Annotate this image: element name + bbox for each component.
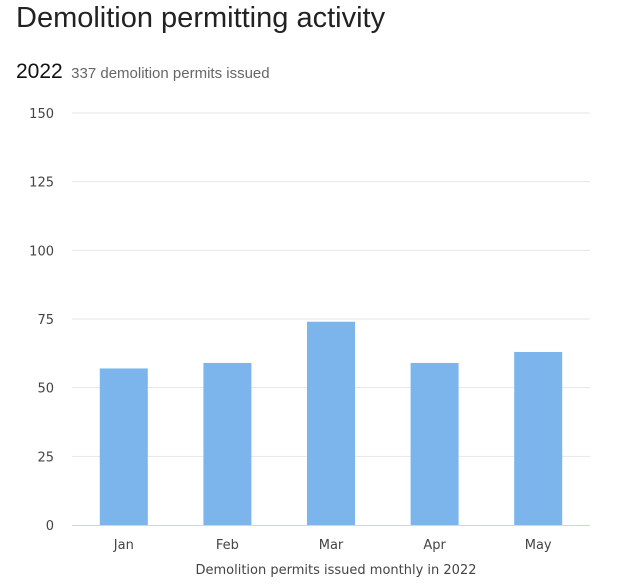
bars — [99, 321, 563, 525]
x-axis-ticks: Jan Feb Mar Apr May — [113, 538, 552, 553]
permit-count-summary: 337 demolition permits issued — [71, 65, 270, 82]
bar-may[interactable] — [514, 351, 563, 525]
x-tick-label: Feb — [216, 538, 239, 553]
x-tick-label: May — [525, 538, 552, 553]
y-tick-label: 25 — [37, 450, 54, 465]
bar-mar[interactable] — [307, 321, 355, 525]
page-title: Demolition permitting activity — [16, 2, 386, 34]
bar-feb[interactable] — [203, 362, 252, 525]
y-tick-label: 75 — [37, 313, 54, 328]
y-tick-label: 50 — [37, 382, 54, 397]
y-tick-label: 150 — [29, 107, 54, 122]
x-tick-label: Jan — [113, 538, 134, 553]
bar-jan[interactable] — [99, 368, 148, 525]
summary-line: 2022 337 demolition permits issued — [16, 60, 270, 84]
y-tick-label: 0 — [46, 519, 54, 534]
bar-apr[interactable] — [410, 362, 459, 525]
x-tick-label: Mar — [319, 538, 344, 553]
y-tick-label: 125 — [29, 176, 54, 191]
x-axis-title: Demolition permits issued monthly in 202… — [195, 563, 476, 578]
y-tick-label: 100 — [29, 244, 54, 259]
gridlines — [72, 112, 590, 457]
y-axis-ticks: 0 25 50 75 100 125 150 — [29, 107, 54, 534]
x-tick-label: Apr — [423, 538, 446, 553]
year-label: 2022 — [16, 60, 63, 83]
